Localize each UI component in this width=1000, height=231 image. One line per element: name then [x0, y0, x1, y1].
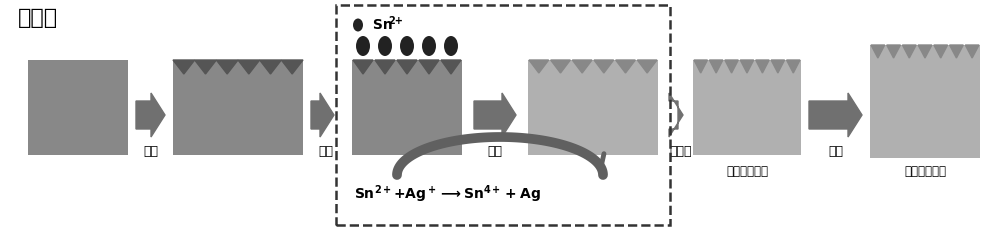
Polygon shape — [694, 60, 707, 73]
Polygon shape — [311, 93, 334, 137]
Text: 较薄金属镀层: 较薄金属镀层 — [726, 165, 768, 178]
Bar — [336, 5, 670, 225]
Text: 电镀: 电镀 — [828, 145, 843, 158]
Ellipse shape — [400, 36, 414, 56]
Bar — [173, 60, 303, 155]
Polygon shape — [965, 45, 979, 58]
Polygon shape — [740, 60, 754, 73]
Polygon shape — [934, 45, 948, 58]
Polygon shape — [637, 60, 657, 73]
Polygon shape — [594, 60, 614, 73]
Polygon shape — [353, 60, 373, 74]
Polygon shape — [669, 93, 683, 137]
Ellipse shape — [353, 18, 363, 31]
Polygon shape — [950, 45, 963, 58]
Bar — [352, 60, 462, 155]
Polygon shape — [281, 60, 303, 74]
Polygon shape — [216, 60, 238, 74]
Polygon shape — [238, 60, 260, 74]
Polygon shape — [195, 60, 216, 74]
Ellipse shape — [378, 36, 392, 56]
Polygon shape — [375, 60, 395, 74]
Polygon shape — [709, 60, 723, 73]
Bar — [28, 60, 128, 155]
Text: 前处理: 前处理 — [18, 8, 58, 28]
Ellipse shape — [444, 36, 458, 56]
Bar — [528, 60, 658, 155]
Text: 2+: 2+ — [388, 16, 403, 26]
Polygon shape — [887, 45, 900, 58]
Polygon shape — [756, 60, 769, 73]
Polygon shape — [173, 60, 195, 74]
Text: 粗化: 粗化 — [143, 145, 158, 158]
Polygon shape — [136, 93, 165, 137]
Polygon shape — [918, 45, 932, 58]
Polygon shape — [572, 60, 592, 73]
Bar — [693, 60, 801, 155]
Polygon shape — [397, 60, 417, 74]
Polygon shape — [902, 45, 916, 58]
Polygon shape — [871, 45, 885, 58]
Polygon shape — [419, 60, 439, 74]
Polygon shape — [725, 60, 738, 73]
Polygon shape — [787, 60, 800, 73]
Polygon shape — [616, 60, 635, 73]
Polygon shape — [260, 60, 281, 74]
Text: 活化: 活化 — [488, 145, 503, 158]
Text: 化学镀: 化学镀 — [669, 145, 692, 158]
Ellipse shape — [356, 36, 370, 56]
Polygon shape — [474, 93, 516, 137]
Polygon shape — [529, 60, 549, 73]
Polygon shape — [551, 60, 570, 73]
Polygon shape — [771, 60, 785, 73]
Polygon shape — [809, 93, 862, 137]
Polygon shape — [441, 60, 461, 74]
Text: $\mathbf{Sn^{2+}}$$\mathbf{+ Ag^+ \longrightarrow Sn^{4+} + Ag}$: $\mathbf{Sn^{2+}}$$\mathbf{+ Ag^+ \longr… — [354, 183, 541, 205]
Text: 敏化: 敏化 — [318, 145, 333, 158]
Ellipse shape — [422, 36, 436, 56]
Bar — [870, 45, 980, 158]
Text: 致密金属镀层: 致密金属镀层 — [904, 165, 946, 178]
Text: Sn: Sn — [368, 18, 393, 32]
